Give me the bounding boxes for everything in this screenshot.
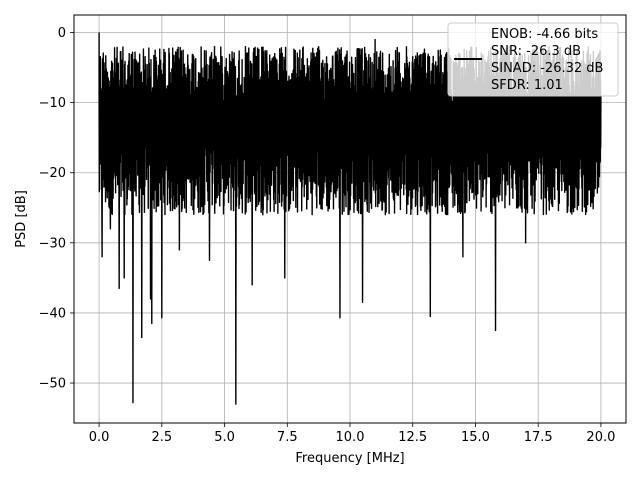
x-tick-label: 2.5 <box>151 430 172 445</box>
legend-box <box>447 22 619 97</box>
legend-sinad: SINAD: -26.32 dB <box>491 61 603 76</box>
x-axis-label: Frequency [MHz] <box>295 451 404 466</box>
legend-sfdr: SFDR: 1.01 <box>491 78 563 93</box>
y-tick-label: 0 <box>58 26 66 41</box>
y-axis-ticks: 0 −10 −20 −30 −40 −50 <box>39 26 74 392</box>
y-tick-label: −20 <box>39 166 66 181</box>
legend-enob: ENOB: -4.66 bits <box>491 27 598 42</box>
y-axis-label: PSD [dB] <box>14 190 29 248</box>
y-tick-label: −40 <box>39 306 66 321</box>
x-tick-label: 5.0 <box>214 430 235 445</box>
x-tick-label: 17.5 <box>524 430 553 445</box>
x-tick-label: 20.0 <box>586 430 615 445</box>
series-layer <box>98 32 602 405</box>
y-tick-label: −50 <box>39 377 66 392</box>
legend: ENOB: -4.66 bits SNR: -26.3 dB SINAD: -2… <box>447 22 619 97</box>
x-tick-label: 10.0 <box>336 430 365 445</box>
x-axis-ticks: 0.0 2.5 5.0 7.5 10.0 12.5 15.0 17.5 20.0 <box>89 423 615 445</box>
y-tick-label: −10 <box>39 96 66 111</box>
y-tick-label: −30 <box>39 236 66 251</box>
x-tick-label: 12.5 <box>398 430 427 445</box>
x-tick-label: 15.0 <box>461 430 490 445</box>
x-tick-label: 7.5 <box>277 430 298 445</box>
psd-series-line <box>98 32 602 405</box>
legend-snr: SNR: -26.3 dB <box>491 44 581 59</box>
x-tick-label: 0.0 <box>89 430 110 445</box>
